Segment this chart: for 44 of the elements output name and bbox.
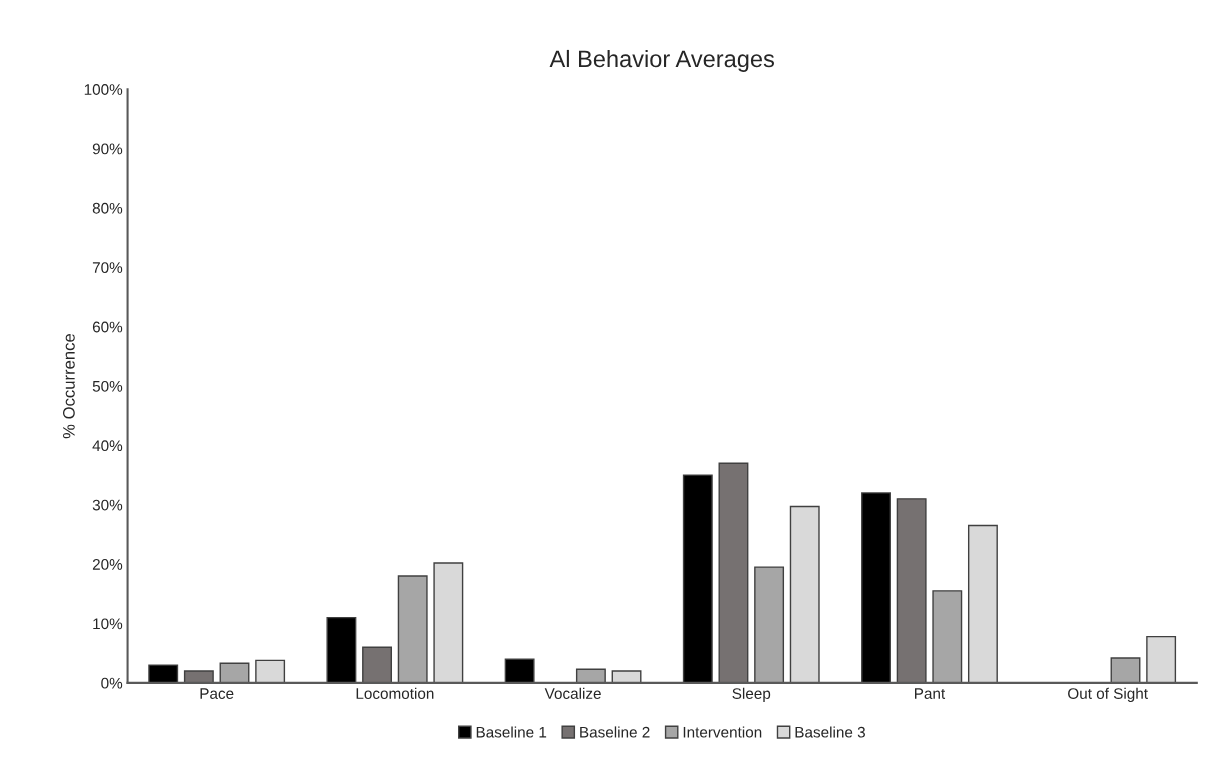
y-tick-label: 0% bbox=[101, 677, 123, 689]
x-tick-label: Vocalize bbox=[544, 687, 601, 699]
y-tick-label: 40% bbox=[92, 440, 123, 452]
y-tick-label: 60% bbox=[92, 321, 123, 333]
bar bbox=[896, 498, 927, 683]
x-tick-label: Pant bbox=[915, 688, 946, 699]
y-tick-label: 30% bbox=[92, 499, 123, 511]
bar bbox=[718, 462, 749, 683]
bar bbox=[397, 575, 428, 683]
bar bbox=[967, 524, 998, 683]
bar bbox=[1110, 657, 1141, 683]
bar bbox=[682, 474, 713, 683]
bar bbox=[433, 562, 464, 683]
chart-title: Al Behavior Averages bbox=[549, 49, 774, 72]
bar bbox=[362, 646, 393, 683]
legend-label: Baseline 3 bbox=[795, 726, 865, 738]
legend-label: Intervention bbox=[683, 726, 762, 738]
x-tick-label: Pace bbox=[200, 688, 234, 699]
bar bbox=[754, 566, 785, 683]
bar bbox=[219, 662, 250, 683]
y-tick-label: 100% bbox=[84, 84, 123, 95]
bar bbox=[575, 668, 606, 683]
bar bbox=[789, 505, 820, 683]
bar bbox=[326, 616, 357, 683]
y-tick-label: 70% bbox=[92, 262, 123, 274]
y-tick-label: 10% bbox=[93, 618, 123, 630]
bar bbox=[861, 492, 891, 683]
bar bbox=[504, 658, 535, 683]
legend-label: Baseline 2 bbox=[580, 726, 650, 738]
x-tick-label: Sleep bbox=[732, 687, 771, 702]
legend-label: Baseline 1 bbox=[476, 726, 547, 738]
y-tick-label: 50% bbox=[92, 380, 123, 392]
x-tick-label: Out of Sight bbox=[1068, 687, 1148, 702]
y-tick-label: 90% bbox=[92, 143, 123, 155]
y-tick-label: 20% bbox=[92, 559, 123, 570]
bar bbox=[932, 590, 963, 683]
bar bbox=[1146, 635, 1177, 683]
bar bbox=[148, 664, 179, 683]
y-axis-title: % Occurrence bbox=[62, 334, 75, 439]
bar bbox=[255, 659, 286, 683]
bar bbox=[183, 670, 214, 683]
bar bbox=[611, 670, 642, 683]
y-tick-label: 80% bbox=[92, 202, 123, 214]
x-tick-label: Locomotion bbox=[356, 687, 434, 699]
